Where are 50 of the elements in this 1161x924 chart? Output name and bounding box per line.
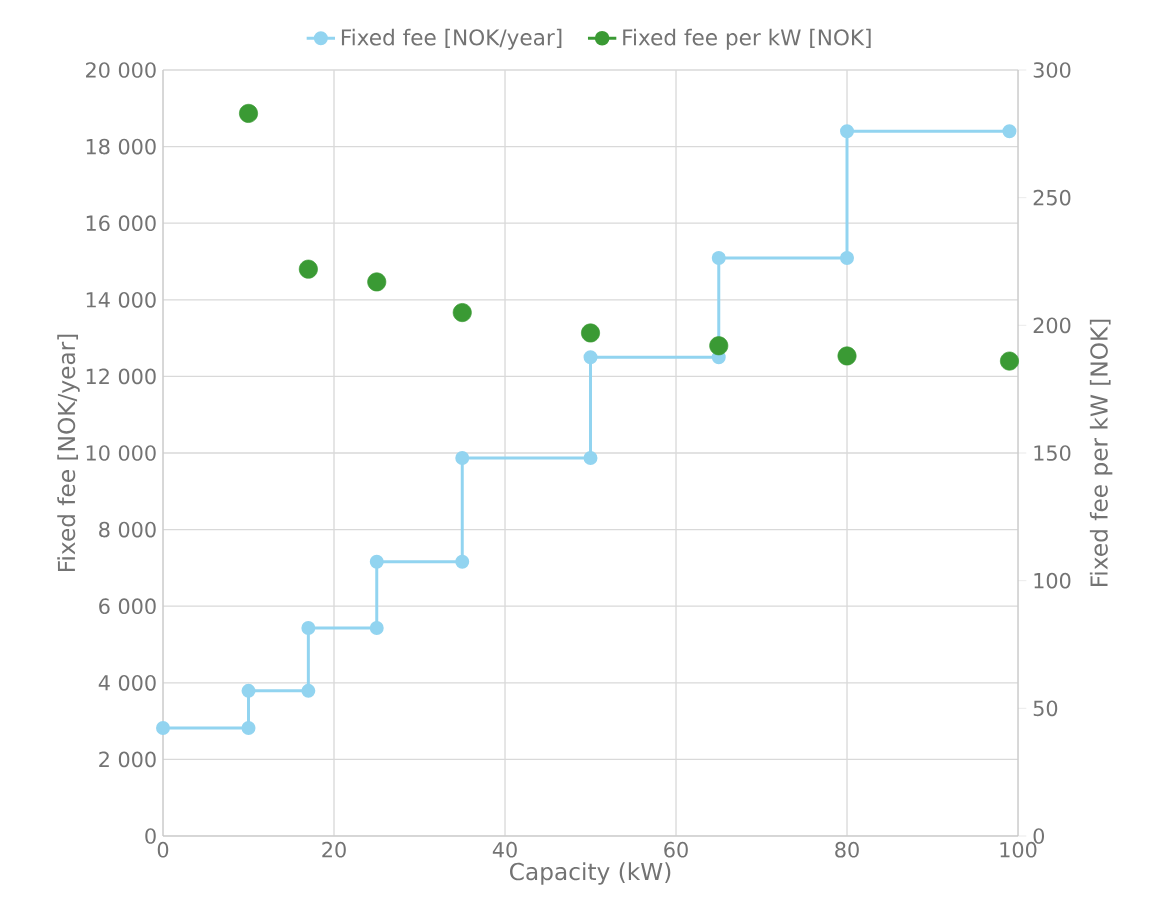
point [241,721,256,735]
point [239,103,258,123]
point [301,683,316,698]
point [840,251,854,266]
point [367,272,387,292]
y-tick-label: 14 000 [86,291,156,308]
point [840,124,854,139]
x-tick-label: 40 [492,841,517,858]
point [298,259,318,279]
point [369,554,384,569]
y2-tick-label: 150 [1034,445,1071,461]
y-tick-label: 10 000 [86,445,156,461]
legend-label: Fixed fee [NOK/year] [341,28,562,50]
y-tick-label: 0 [145,828,156,844]
y-tick-label: 16 000 [86,215,156,232]
y2-tick-label: 100 [1034,572,1071,589]
y2-tick-label: 200 [1033,317,1071,334]
legend-label: Fixed fee per kW [NOK] [623,28,871,50]
y-tick-label: 6 000 [99,598,156,615]
x-tick-label: 20 [322,841,346,858]
point [301,621,316,636]
point [455,554,470,569]
point [452,303,472,323]
point [1000,351,1019,371]
point [581,323,600,343]
y-tick-label: 2 000 [99,751,156,768]
y2-axis-title: Fixed fee per kW [NOK] [1089,319,1113,587]
y-axis-title: Fixed fee [NOK/year] [57,334,80,571]
y2-tick-label: 300 [1033,62,1071,78]
y2-tick-label: 50 [1033,700,1058,717]
y-tick-label: 18 000 [86,138,156,155]
point [369,621,384,636]
point [1002,124,1017,139]
y2-tick-label: 250 [1033,189,1071,206]
point [455,450,470,465]
y-tick-label: 4 000 [98,674,156,691]
x-tick-label: 60 [664,841,688,858]
point [711,251,726,266]
x-tick-label: 0 [157,841,169,858]
point [837,346,857,366]
point [156,721,170,735]
y-tick-label: 8 000 [99,521,156,538]
point [709,336,729,356]
x-axis-title: Capacity (kW) [510,862,671,885]
point [583,350,598,365]
point [583,450,598,465]
x-tick-label: 80 [835,841,859,858]
y-tick-label: 12 000 [86,368,156,385]
y-tick-label: 20 000 [86,62,156,78]
point [241,683,256,698]
